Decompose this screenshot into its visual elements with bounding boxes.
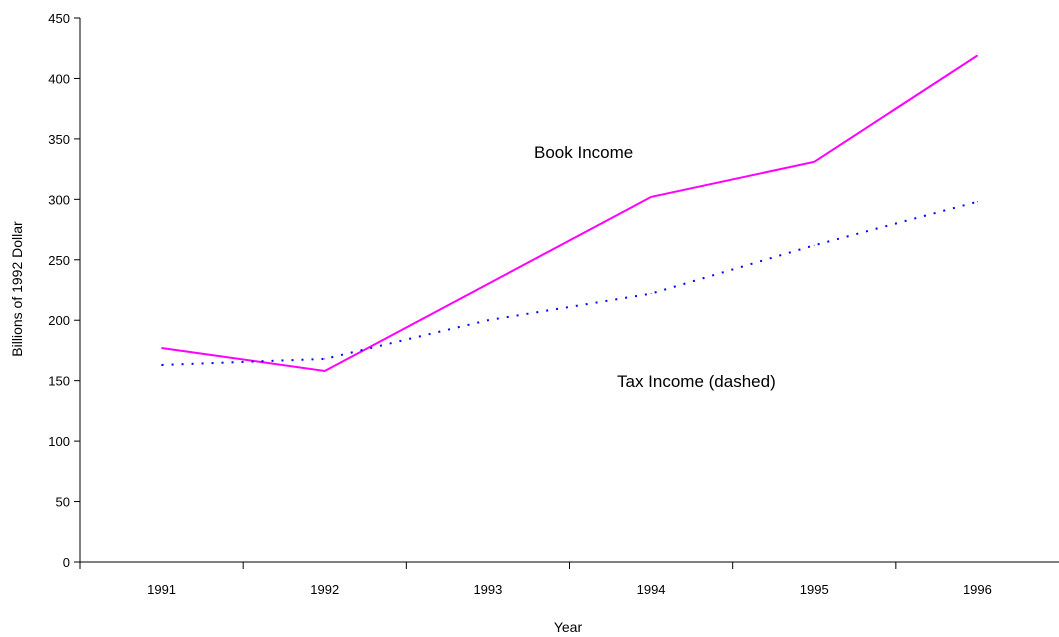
- tax-income-point: [813, 244, 815, 246]
- y-tick-label: 150: [48, 374, 70, 389]
- book-income-point: [324, 370, 326, 372]
- y-tick-label: 250: [48, 253, 70, 268]
- tax-income-line: [161, 200, 978, 366]
- book-income-point: [650, 196, 652, 198]
- book-income-point: [161, 347, 163, 349]
- x-tick-label: 1991: [147, 582, 176, 597]
- book-income-line: [161, 54, 978, 373]
- book-income-annotation: Book Income: [534, 143, 633, 162]
- tax-income-point: [650, 293, 652, 295]
- y-tick-label: 300: [48, 192, 70, 207]
- x-tick-label: 1996: [963, 582, 992, 597]
- tax-income-annotation: Tax Income (dashed): [617, 372, 776, 391]
- axes: [79, 18, 1059, 563]
- y-tick-label: 400: [48, 71, 70, 86]
- series-layer: [161, 54, 978, 373]
- y-ticks: 0 50 100 150 200 250 300 350 400 450: [48, 11, 80, 570]
- tax-income-point: [976, 201, 978, 203]
- book-income-point: [487, 283, 489, 285]
- y-tick-label: 100: [48, 434, 70, 449]
- x-tick-label: 1992: [310, 582, 339, 597]
- y-tick-label: 50: [56, 495, 70, 510]
- x-tick-label: 1995: [800, 582, 829, 597]
- y-axis-title: Billions of 1992 Dollar: [9, 221, 25, 357]
- x-tick-label: 1993: [473, 582, 502, 597]
- y-tick-label: 450: [48, 11, 70, 26]
- book-income-point: [976, 54, 978, 56]
- x-tick-label: 1994: [637, 582, 666, 597]
- y-tick-label: 200: [48, 313, 70, 328]
- x-axis-title: Year: [554, 619, 583, 635]
- tax-income-point: [161, 364, 163, 366]
- x-ticks: 1991 1992 1993 1994 1995 1996: [79, 562, 992, 597]
- tax-income-point: [487, 319, 489, 321]
- y-tick-label: 0: [63, 555, 70, 570]
- y-tick-label: 350: [48, 132, 70, 147]
- book-income-point: [813, 161, 815, 163]
- tax-income-point: [324, 358, 326, 360]
